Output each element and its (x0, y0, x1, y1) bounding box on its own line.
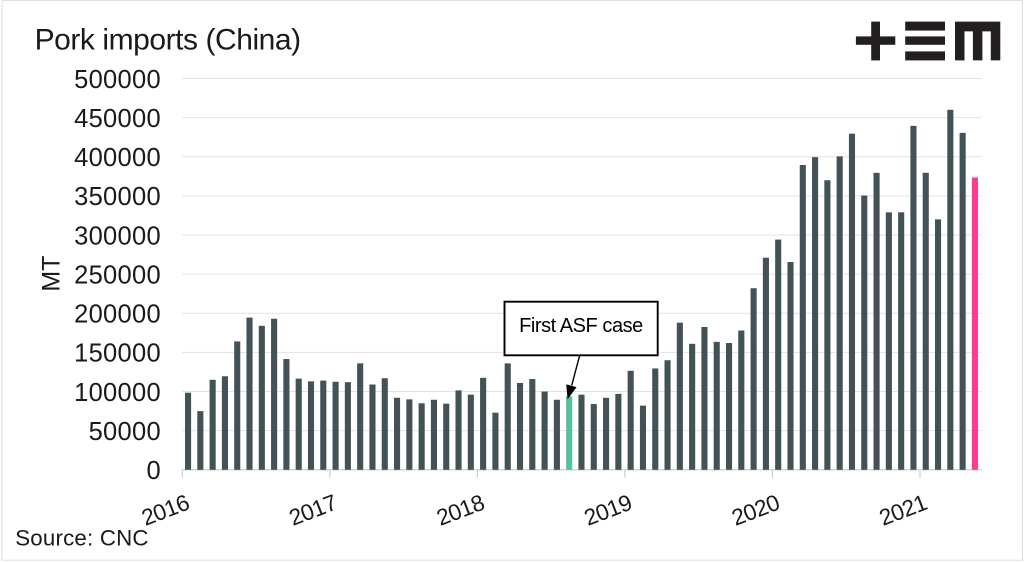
svg-text:300000: 300000 (74, 222, 161, 250)
svg-text:Source: CNC: Source: CNC (15, 525, 149, 550)
svg-text:400000: 400000 (74, 144, 161, 172)
svg-text:First ASF case: First ASF case (519, 315, 643, 337)
svg-text:Pork imports (China): Pork imports (China) (35, 24, 301, 57)
svg-text:100000: 100000 (74, 379, 161, 407)
svg-text:250000: 250000 (74, 261, 161, 289)
svg-text:150000: 150000 (74, 340, 161, 368)
svg-text:450000: 450000 (74, 105, 161, 133)
svg-text:350000: 350000 (74, 183, 161, 211)
svg-text:50000: 50000 (89, 418, 161, 446)
svg-text:500000: 500000 (74, 66, 161, 94)
svg-text:0: 0 (147, 457, 161, 485)
svg-text:MT: MT (38, 256, 66, 292)
svg-text:200000: 200000 (74, 301, 161, 329)
